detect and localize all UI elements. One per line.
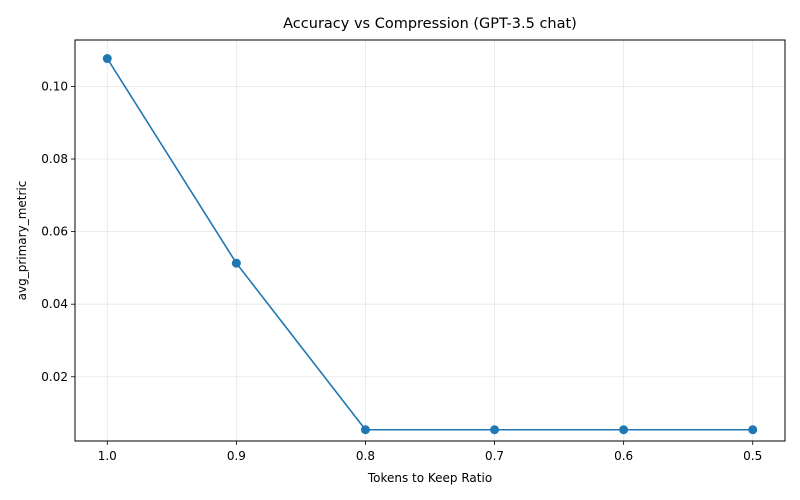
data-point — [490, 425, 500, 435]
series-layer — [102, 54, 758, 435]
data-point — [102, 54, 112, 64]
x-tick-label: 0.7 — [485, 449, 504, 463]
data-point — [231, 258, 241, 268]
y-tick-label: 0.04 — [41, 297, 68, 311]
y-tick-label: 0.10 — [41, 79, 68, 93]
y-axis-label: avg_primary_metric — [15, 181, 29, 301]
data-point — [748, 425, 758, 435]
x-tick-label: 0.9 — [227, 449, 246, 463]
data-point — [360, 425, 370, 435]
plot-area — [74, 39, 786, 442]
x-tick-label: 0.8 — [356, 449, 375, 463]
chart-title: Accuracy vs Compression (GPT-3.5 chat) — [283, 16, 577, 32]
x-tick-label: 0.6 — [614, 449, 633, 463]
x-tick-label: 0.5 — [743, 449, 762, 463]
x-axis-label: Tokens to Keep Ratio — [367, 471, 492, 485]
x-axis: 1.0 0.9 0.8 0.7 0.6 0.5 — [98, 441, 762, 463]
y-tick-label: 0.08 — [41, 152, 68, 166]
y-axis: 0.02 0.04 0.06 0.08 0.10 — [41, 79, 75, 384]
y-tick-label: 0.02 — [41, 370, 68, 384]
grid-layer — [75, 40, 785, 441]
x-tick-label: 1.0 — [98, 449, 117, 463]
y-tick-label: 0.06 — [41, 225, 68, 239]
data-point — [619, 425, 629, 435]
series-line — [106, 58, 753, 431]
